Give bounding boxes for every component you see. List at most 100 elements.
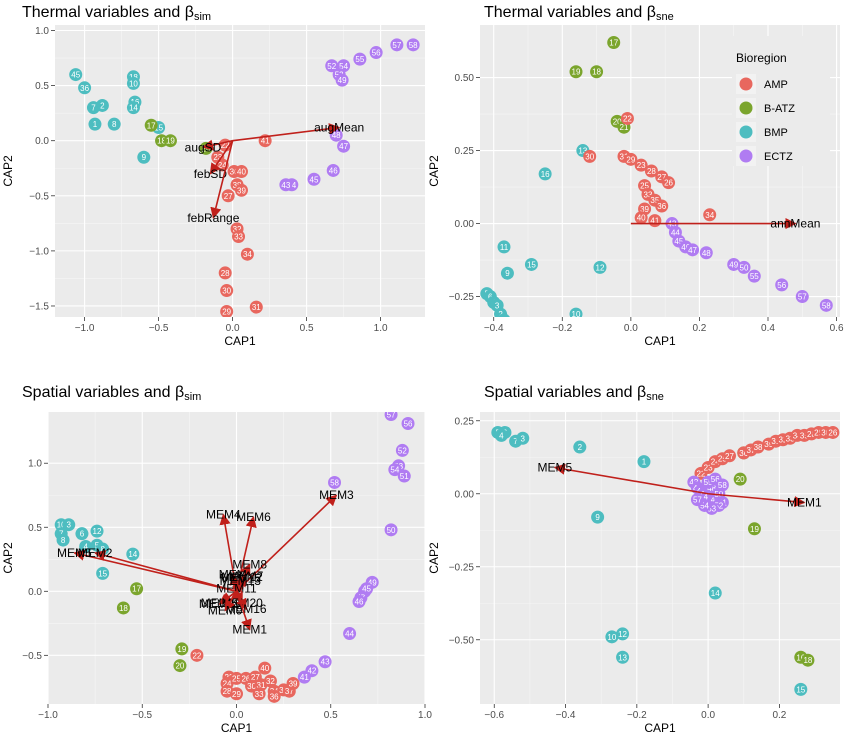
point-bmp-9: 9 bbox=[137, 150, 151, 164]
point-marker bbox=[232, 230, 246, 244]
vector-arrow-mem5 bbox=[553, 463, 709, 495]
point-label: 38 bbox=[754, 443, 763, 452]
panel-spatial-sim: Spatial variables and βsim −1.0 −0.5 0.0 0.5… bbox=[1, 384, 432, 735]
point-marker bbox=[616, 650, 630, 664]
point-amp-31: 31 bbox=[249, 300, 263, 314]
legend-label: BMP bbox=[764, 127, 788, 139]
point-amp-22: 22 bbox=[190, 648, 204, 662]
panel-title: Thermal variables and βsim bbox=[22, 4, 211, 23]
vector-arrow-mem3 bbox=[235, 494, 338, 592]
x-tick-label: −0.2 bbox=[627, 710, 647, 721]
x-tick-label: 1.0 bbox=[418, 710, 432, 721]
point-label: 23 bbox=[213, 153, 222, 162]
point-label: 45 bbox=[71, 71, 80, 80]
point-label: 57 bbox=[387, 411, 396, 420]
point-label: 20 bbox=[736, 475, 745, 484]
point-label: 56 bbox=[372, 49, 381, 58]
point-bmp-36: 36 bbox=[78, 81, 92, 95]
point-ectz-46: 46 bbox=[326, 163, 340, 177]
x-tick-label: 0.0 bbox=[230, 710, 244, 721]
point-label: 45 bbox=[362, 585, 371, 594]
point-ectz-41: 41 bbox=[297, 670, 311, 684]
point-bmp-8: 8 bbox=[56, 533, 70, 547]
point-label: 49 bbox=[729, 260, 738, 269]
minor-gridlines bbox=[480, 412, 840, 704]
point-batz-18: 18 bbox=[155, 134, 169, 148]
point-bmp-8: 8 bbox=[107, 117, 121, 131]
point-bmp-6: 6 bbox=[75, 527, 89, 541]
point-amp-38: 38 bbox=[751, 440, 765, 454]
x-tick-label: 0.0 bbox=[226, 323, 240, 334]
y-tick-label: 0.0 bbox=[35, 136, 49, 147]
point-label: 57 bbox=[798, 293, 807, 302]
point-marker bbox=[175, 642, 189, 656]
point-marker bbox=[747, 522, 761, 536]
point-marker bbox=[240, 247, 254, 261]
point-label: 4 bbox=[83, 542, 88, 551]
point-label: 42 bbox=[307, 667, 316, 676]
point-label: 52 bbox=[398, 446, 407, 455]
vector-label-annmean: annMean bbox=[770, 217, 820, 231]
point-bmp-9: 9 bbox=[591, 510, 605, 524]
point-bmp-3: 3 bbox=[516, 431, 530, 445]
point-marker bbox=[624, 152, 638, 166]
y-tick-label: −1.5 bbox=[29, 301, 49, 312]
point-batz-18: 18 bbox=[116, 601, 130, 615]
point-marker bbox=[337, 139, 351, 153]
point-label: 56 bbox=[711, 475, 720, 484]
point-label: 3 bbox=[495, 301, 500, 310]
y-tick-label: −0.5 bbox=[29, 191, 49, 202]
panel-title-subscript: sne bbox=[646, 391, 664, 403]
point-marker bbox=[644, 164, 658, 178]
point-label: 58 bbox=[409, 41, 418, 50]
point-ectz-51: 51 bbox=[397, 469, 411, 483]
point-marker bbox=[703, 208, 717, 222]
point-marker bbox=[90, 524, 104, 538]
point-label: 23 bbox=[704, 463, 713, 472]
point-batz-19: 19 bbox=[747, 522, 761, 536]
point-label: 58 bbox=[822, 301, 831, 310]
point-label: 2 bbox=[100, 101, 105, 110]
point-batz-19: 19 bbox=[175, 642, 189, 656]
point-amp-30: 30 bbox=[220, 284, 234, 298]
point-label: 7 bbox=[91, 104, 96, 113]
point-marker bbox=[79, 539, 93, 553]
point-label: 37 bbox=[746, 446, 755, 455]
point-label: 10 bbox=[129, 79, 138, 88]
point-ectz-47: 47 bbox=[686, 243, 700, 257]
point-marker bbox=[573, 440, 587, 454]
point-label: 29 bbox=[626, 155, 635, 164]
point-bmp-8: 8 bbox=[498, 313, 510, 317]
point-bmp-12: 12 bbox=[593, 260, 607, 274]
point-label: 29 bbox=[222, 307, 231, 316]
point-amp-26: 26 bbox=[662, 176, 676, 190]
point-bmp-10: 10 bbox=[126, 76, 140, 90]
legend-entry-batz: B-ATZ bbox=[736, 98, 795, 118]
point-marker bbox=[590, 65, 604, 79]
point-label: 56 bbox=[404, 420, 413, 429]
point-ectz-52: 52 bbox=[395, 443, 409, 457]
point-marker bbox=[318, 655, 332, 669]
point-marker bbox=[395, 443, 409, 457]
vector-arrow-mem9 bbox=[224, 590, 238, 612]
point-label: 9 bbox=[142, 153, 147, 162]
point-marker bbox=[401, 417, 415, 431]
point-batz-18: 18 bbox=[801, 653, 815, 667]
y-tick-label: 0.0 bbox=[28, 587, 42, 598]
vector-label-mem15: MEM15 bbox=[220, 571, 262, 585]
point-amp-28: 28 bbox=[218, 266, 232, 280]
point-marker bbox=[634, 158, 648, 172]
point-label: 30 bbox=[247, 682, 256, 691]
point-marker bbox=[173, 659, 187, 673]
point-marker bbox=[583, 149, 597, 163]
point-amp-34: 34 bbox=[240, 247, 254, 261]
point-marker bbox=[504, 319, 517, 332]
point-label: 35 bbox=[800, 431, 809, 440]
point-label: 27 bbox=[251, 673, 260, 682]
point-label: 45 bbox=[674, 237, 683, 246]
point-label: 33 bbox=[255, 690, 264, 699]
point-marker bbox=[384, 412, 398, 422]
point-label: 20 bbox=[175, 662, 184, 671]
data-layer: 4536721818101614915171819204122232436403… bbox=[69, 38, 420, 317]
